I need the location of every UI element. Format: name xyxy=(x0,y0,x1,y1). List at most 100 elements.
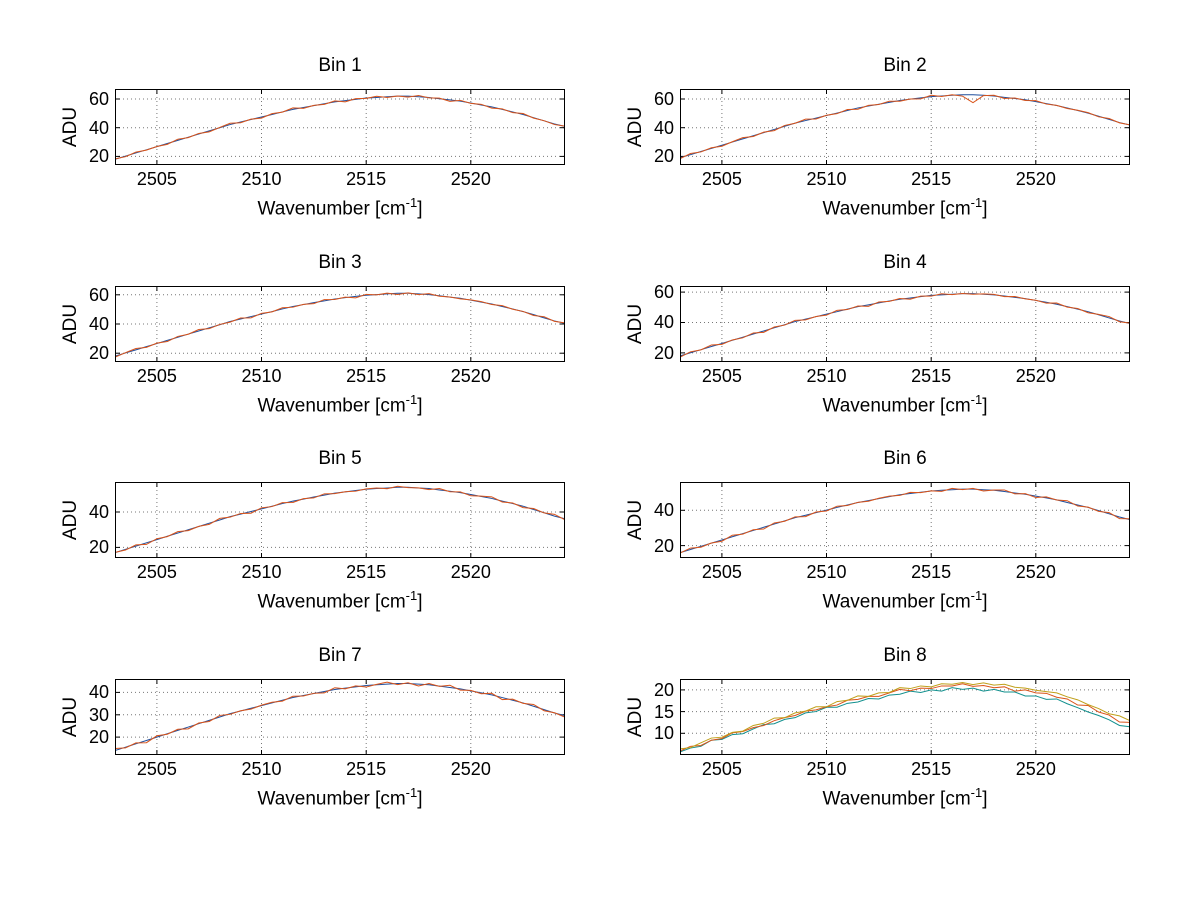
y-tick-label: 40 xyxy=(653,312,674,333)
plot-area xyxy=(115,286,565,362)
x-axis-label-close: ] xyxy=(982,395,988,417)
subplot-title: Bin 8 xyxy=(883,645,927,666)
y-tick-label: 30 xyxy=(88,704,109,725)
y-tick-label: 15 xyxy=(653,701,674,722)
y-tick-label: 10 xyxy=(653,723,674,744)
x-tick-label: 2505 xyxy=(701,562,742,582)
x-axis-label: Wavenumber [cm-1] xyxy=(115,588,565,613)
x-tick-label: 2520 xyxy=(450,562,491,582)
x-axis-label: Wavenumber [cm-1] xyxy=(680,785,1130,810)
x-axis-label-text: Wavenumber [cm xyxy=(822,198,971,220)
x-tick-label: 2515 xyxy=(911,169,952,189)
x-tick-label: 2515 xyxy=(911,366,952,386)
y-tick-label: 40 xyxy=(653,500,674,521)
x-axis-label-sup: -1 xyxy=(970,588,983,603)
x-axis-label: Wavenumber [cm-1] xyxy=(680,195,1130,220)
x-axis-label-text: Wavenumber [cm xyxy=(822,591,971,613)
axes-bin-7 xyxy=(115,679,565,755)
subplot-title: Bin 4 xyxy=(883,252,927,273)
x-axis-label-sup: -1 xyxy=(405,195,418,210)
y-tick-label: 20 xyxy=(653,679,674,700)
x-tick-label: 2520 xyxy=(1015,759,1056,779)
x-tick-label: 2510 xyxy=(806,759,847,779)
x-tick-label: 2520 xyxy=(1015,562,1056,582)
y-tick-label: 20 xyxy=(88,727,109,748)
subplot-title: Bin 3 xyxy=(318,252,362,273)
x-tick-label: 2505 xyxy=(701,169,742,189)
subplot-bin-2: Bin 2 ADU 20 40 60 2505 2510 2515 2520 Wavenu… xyxy=(590,45,1130,237)
x-tick-label: 2515 xyxy=(911,562,952,582)
axes-bin-6 xyxy=(680,482,1130,558)
x-tick-label: 2515 xyxy=(346,169,387,189)
plot-area xyxy=(115,482,565,558)
x-axis-label-text: Wavenumber [cm xyxy=(257,395,406,417)
x-axis-label-sup: -1 xyxy=(970,195,983,210)
x-axis-label-close: ] xyxy=(417,788,423,810)
x-tick-label: 2510 xyxy=(241,562,282,582)
axes-bin-8 xyxy=(680,679,1130,755)
y-tick-label: 60 xyxy=(88,89,109,110)
plot-area xyxy=(115,89,565,165)
y-tick-label: 20 xyxy=(88,343,109,364)
x-tick-label: 2520 xyxy=(1015,169,1056,189)
subplot-bin-6: Bin 6 ADU 20 40 2505 2510 2515 2520 Wavenumb… xyxy=(590,438,1130,630)
x-axis-label: Wavenumber [cm-1] xyxy=(115,785,565,810)
x-axis-label-text: Wavenumber [cm xyxy=(822,395,971,417)
x-axis-label-sup: -1 xyxy=(970,785,983,800)
x-axis-label-text: Wavenumber [cm xyxy=(257,591,406,613)
axes-bin-3 xyxy=(115,286,565,362)
plot-area xyxy=(680,482,1130,558)
x-axis-label: Wavenumber [cm-1] xyxy=(115,195,565,220)
y-tick-label: 20 xyxy=(88,146,109,167)
y-tick-label: 60 xyxy=(88,284,109,305)
y-tick-label: 40 xyxy=(653,117,674,138)
plot-area xyxy=(115,679,565,755)
x-axis-label-close: ] xyxy=(417,198,423,220)
x-tick-label: 2510 xyxy=(806,366,847,386)
x-axis-label-close: ] xyxy=(982,591,988,613)
x-tick-label: 2515 xyxy=(346,366,387,386)
x-axis-label: Wavenumber [cm-1] xyxy=(680,588,1130,613)
x-axis-label: Wavenumber [cm-1] xyxy=(680,392,1130,417)
x-axis-label-close: ] xyxy=(982,198,988,220)
x-tick-label: 2510 xyxy=(241,759,282,779)
x-axis-label-text: Wavenumber [cm xyxy=(257,198,406,220)
x-tick-label: 2515 xyxy=(346,562,387,582)
y-tick-label: 20 xyxy=(88,537,109,558)
y-tick-label: 40 xyxy=(88,502,109,523)
y-tick-label: 60 xyxy=(653,89,674,110)
x-axis-label-sup: -1 xyxy=(405,588,418,603)
x-tick-label: 2510 xyxy=(241,366,282,386)
plot-area xyxy=(680,89,1130,165)
axes-bin-2 xyxy=(680,89,1130,165)
x-tick-label: 2505 xyxy=(136,562,177,582)
y-tick-label: 40 xyxy=(88,314,109,334)
x-axis-label-close: ] xyxy=(982,788,988,810)
x-tick-label: 2505 xyxy=(136,759,177,779)
x-axis-label-sup: -1 xyxy=(970,392,983,407)
x-axis-label-text: Wavenumber [cm xyxy=(822,788,971,810)
x-tick-label: 2520 xyxy=(1015,366,1056,386)
x-tick-label: 2520 xyxy=(450,169,491,189)
y-tick-label: 20 xyxy=(653,146,674,167)
y-tick-label: 40 xyxy=(88,682,109,703)
plot-area xyxy=(680,679,1130,755)
y-tick-label: 40 xyxy=(88,117,109,138)
axes-bin-1 xyxy=(115,89,565,165)
x-tick-label: 2515 xyxy=(346,759,387,779)
x-axis-label-close: ] xyxy=(417,395,423,417)
axes-bin-4 xyxy=(680,286,1130,362)
subplot-bin-1: Bin 1 ADU 20 40 60 2505 2510 2515 2520 Wavenu… xyxy=(25,45,565,237)
subplot-bin-8: Bin 8 ADU 10 15 20 2505 2510 2515 2520 Wavenu… xyxy=(590,635,1130,827)
x-tick-label: 2505 xyxy=(701,366,742,386)
x-axis-label-sup: -1 xyxy=(405,785,418,800)
x-tick-label: 2505 xyxy=(136,366,177,386)
subplot-title: Bin 5 xyxy=(318,448,362,469)
x-tick-label: 2510 xyxy=(806,562,847,582)
x-axis-label-close: ] xyxy=(417,591,423,613)
subplot-bin-3: Bin 3 ADU 20 40 60 2505 2510 2515 2520 Wavenu… xyxy=(25,242,565,434)
subplot-title: Bin 1 xyxy=(318,55,362,76)
x-tick-label: 2510 xyxy=(806,169,847,189)
x-tick-label: 2505 xyxy=(136,169,177,189)
